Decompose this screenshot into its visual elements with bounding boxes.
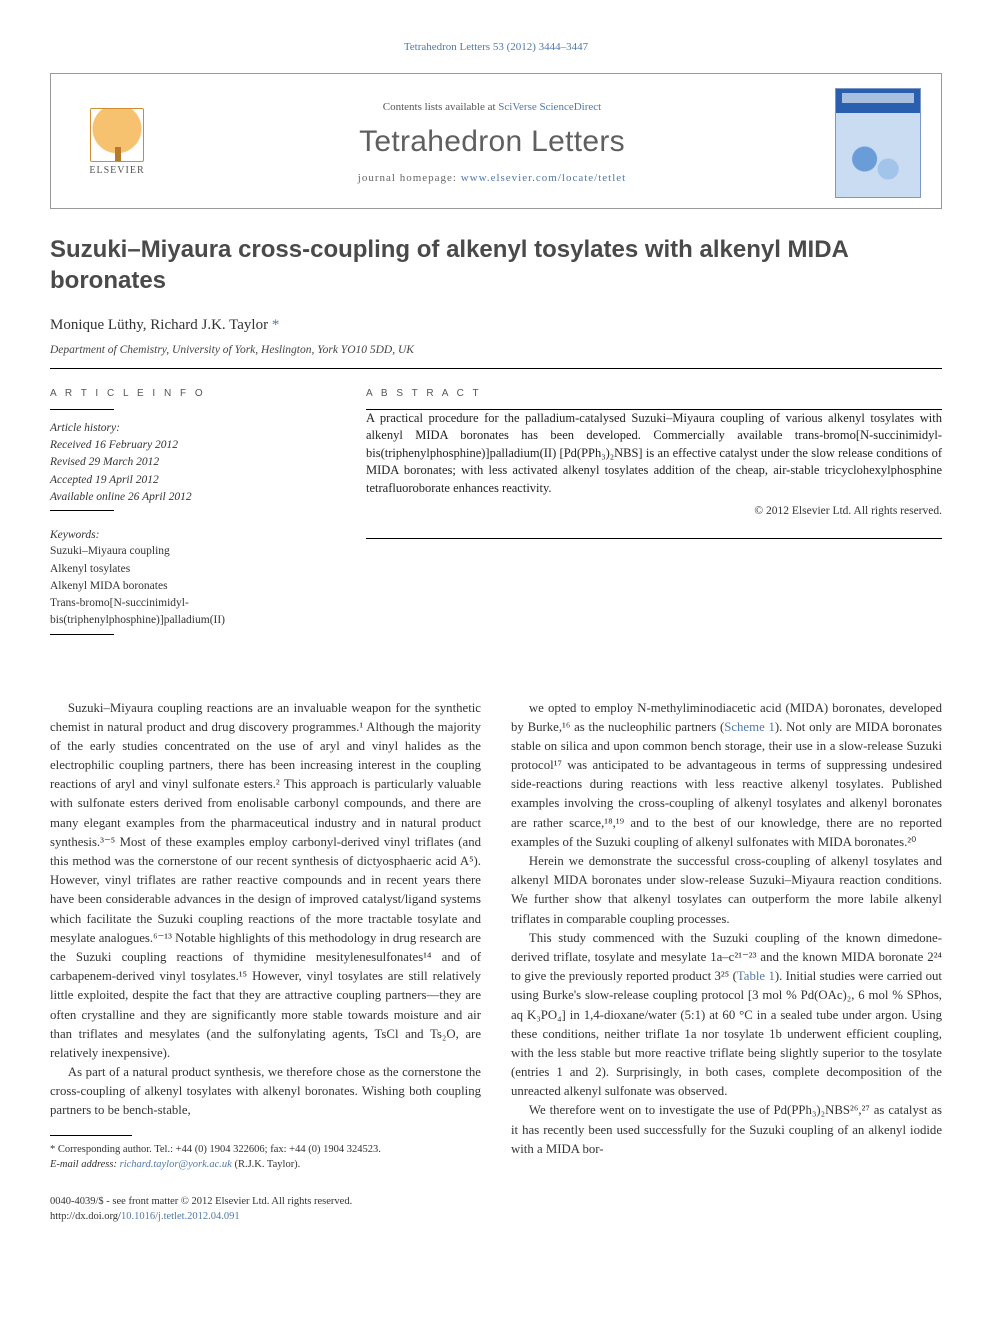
homepage-link[interactable]: www.elsevier.com/locate/tetlet [461,172,627,184]
contents-prefix: Contents lists available at [383,101,498,113]
authors: Monique Lüthy, Richard J.K. Taylor * [50,315,942,336]
article-body: Suzuki–Miyaura coupling reactions are an… [50,699,942,1174]
corresponding-footnote: * Corresponding author. Tel.: +44 (0) 19… [50,1142,481,1174]
footnote-tail: (R.J.K. Taylor). [232,1159,300,1170]
divider [50,510,114,511]
footnote-line: * Corresponding author. Tel.: +44 (0) 19… [50,1142,481,1158]
abstract-head: A B S T R A C T [366,387,942,401]
corresponding-marker: * [268,317,279,333]
footer-copyright: 0040-4039/$ - see front matter © 2012 El… [50,1195,352,1210]
divider [50,409,114,410]
affiliation: Department of Chemistry, University of Y… [50,342,942,358]
page-footer: 0040-4039/$ - see front matter © 2012 El… [50,1195,942,1224]
divider [366,538,942,539]
sciencedirect-link[interactable]: SciVerse ScienceDirect [498,101,601,113]
running-head: Tetrahedron Letters 53 (2012) 3444–3447 [50,40,942,55]
body-para: Suzuki–Miyaura coupling reactions are an… [50,699,481,1064]
keyword: Suzuki–Miyaura coupling [50,543,330,560]
corresponding-email[interactable]: richard.taylor@york.ac.uk [120,1159,232,1170]
history-label: Article history: [50,420,330,437]
keyword: Alkenyl tosylates [50,561,330,578]
author-1: Monique Lüthy, [50,317,150,333]
scheme-ref[interactable]: Scheme 1 [724,720,775,734]
abstract-text: A practical procedure for the palladium-… [366,410,942,498]
body-para: Herein we demonstrate the successful cro… [511,852,942,929]
journal-cover-thumb [835,88,921,198]
history-online: Available online 26 April 2012 [50,489,330,506]
keywords-label: Keywords: [50,527,330,543]
body-para: As part of a natural product synthesis, … [50,1063,481,1121]
homepage-prefix: journal homepage: [358,172,461,184]
body-para: This study commenced with the Suzuki cou… [511,929,942,1102]
abstract-col: A B S T R A C T A practical procedure fo… [366,377,942,645]
body-para: We therefore went on to investigate the … [511,1101,942,1159]
article-info-col: A R T I C L E I N F O Article history: R… [50,377,330,645]
table-ref[interactable]: Table 1 [737,969,775,983]
journal-header: ELSEVIER Contents lists available at Sci… [50,73,942,209]
doi-prefix: http://dx.doi.org/ [50,1211,121,1222]
contents-line: Contents lists available at SciVerse Sci… [163,100,821,115]
history-received: Received 16 February 2012 [50,437,330,454]
journal-name: Tetrahedron Letters [163,121,821,163]
keyword: Alkenyl MIDA boronates [50,578,330,595]
author-2: Richard J.K. Taylor [150,317,268,333]
abstract-copyright: © 2012 Elsevier Ltd. All rights reserved… [366,503,942,519]
footnote-divider [50,1135,132,1136]
keyword: Trans-bromo[N-succinimidyl-bis(triphenyl… [50,595,330,630]
history-revised: Revised 29 March 2012 [50,454,330,471]
publisher-logo: ELSEVIER [71,108,163,178]
elsevier-tree-icon [90,108,144,162]
history-accepted: Accepted 19 April 2012 [50,472,330,489]
body-span: ). Not only are MIDA boronates stable on… [511,720,942,849]
footnote-label: E-mail address: [50,1159,120,1170]
article-title: Suzuki–Miyaura cross-coupling of alkenyl… [50,235,942,296]
publisher-name: ELSEVIER [89,164,144,178]
article-info-head: A R T I C L E I N F O [50,387,330,401]
keywords-list: Suzuki–Miyaura coupling Alkenyl tosylate… [50,543,330,629]
body-span: ). Initial studies were carried out usin… [511,969,942,1098]
divider [50,368,942,369]
divider [50,634,114,635]
doi-link[interactable]: 10.1016/j.tetlet.2012.04.091 [121,1211,240,1222]
body-para: we opted to employ N-methyliminodiacetic… [511,699,942,853]
homepage-line: journal homepage: www.elsevier.com/locat… [163,171,821,186]
